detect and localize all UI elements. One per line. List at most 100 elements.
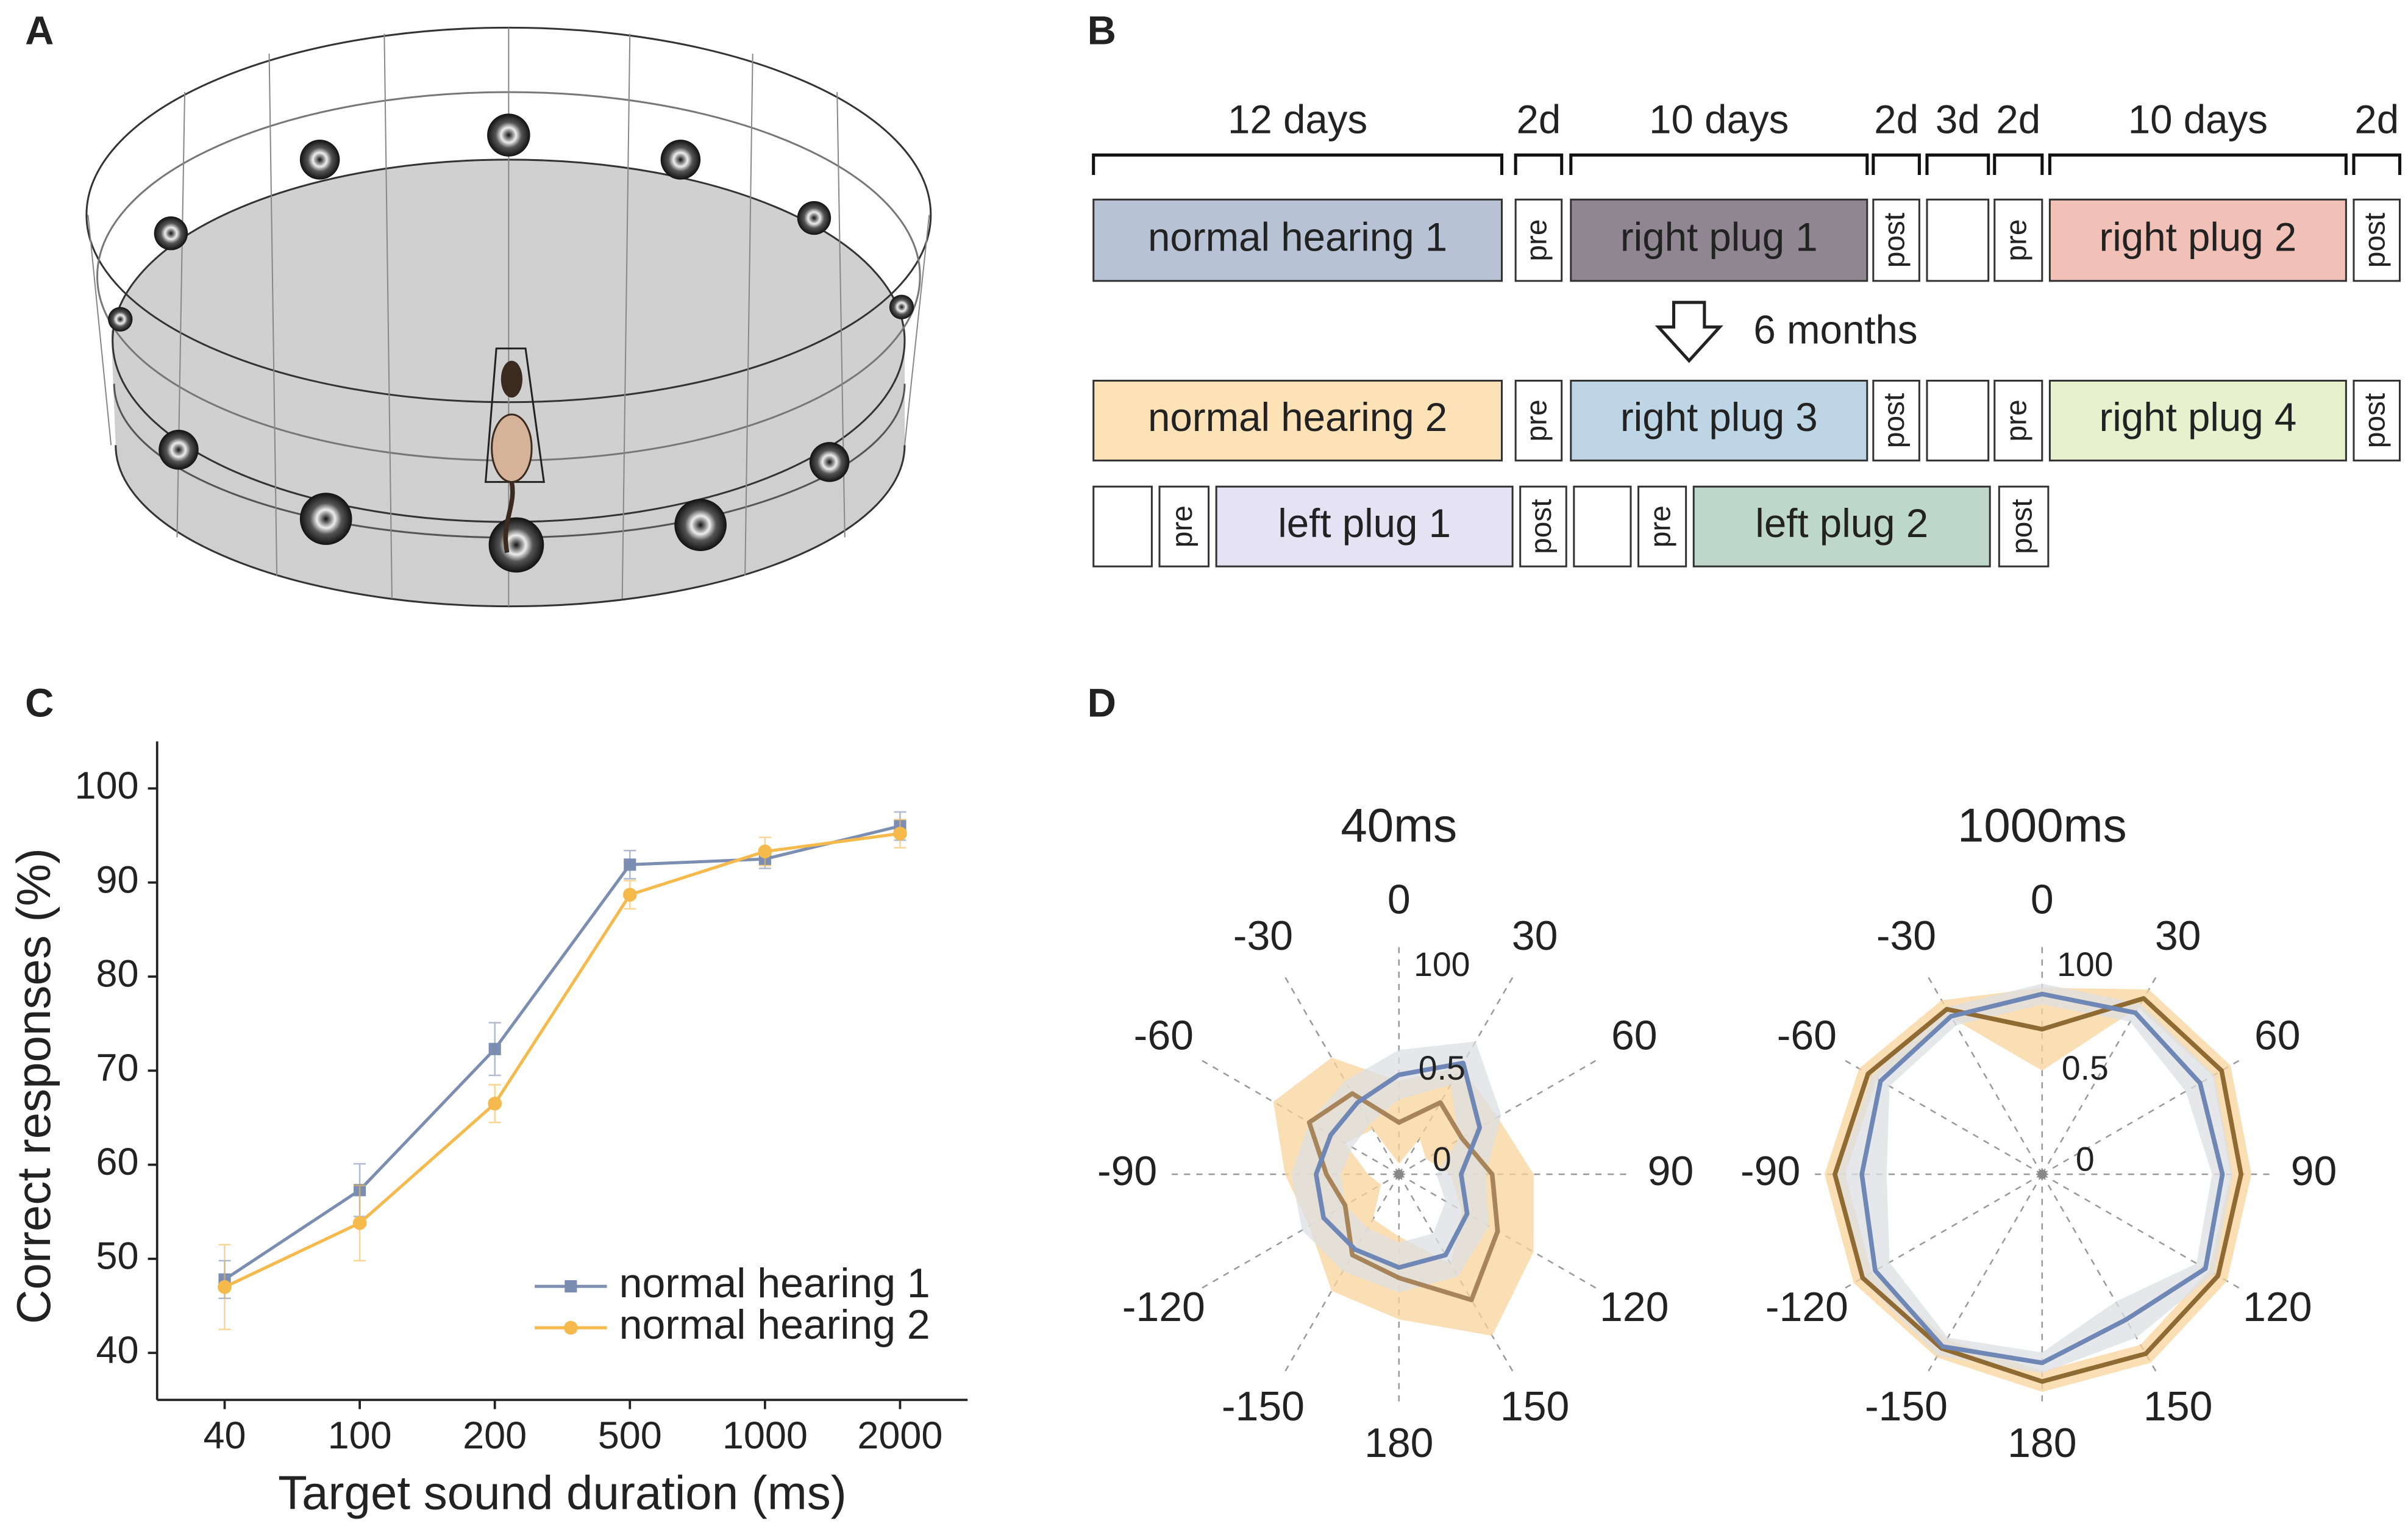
duration-bracket — [1993, 153, 2044, 176]
phase-box — [1573, 485, 1632, 568]
center-dot — [2037, 1169, 2047, 1179]
marker — [352, 1216, 367, 1230]
x-tick-label: 40 — [204, 1414, 246, 1457]
phase-box — [1993, 198, 2043, 282]
phase-box — [1570, 198, 1868, 282]
phase-box — [2048, 379, 2347, 461]
phase-label: post — [2006, 499, 2038, 554]
x-tick-label: 2000 — [857, 1414, 942, 1457]
angle-label: 90 — [1648, 1148, 1694, 1194]
phase-box — [1519, 485, 1567, 568]
phase-label: pre — [1644, 505, 1676, 547]
legend-marker — [565, 1280, 577, 1293]
phase-label: post — [1878, 393, 1911, 448]
panel-label: C — [25, 681, 54, 725]
angle-label: 120 — [2243, 1284, 2312, 1330]
spoke — [1925, 1174, 2043, 1377]
series-line — [224, 832, 900, 1289]
r-tick-label: 0 — [1433, 1141, 1452, 1178]
marker — [488, 1096, 502, 1111]
phase-label: right plug 4 — [2099, 395, 2296, 440]
x-tick-label: 100 — [328, 1414, 392, 1457]
phase-label: post — [2359, 393, 2391, 448]
duration-bracket — [1514, 153, 1564, 176]
angle-label: 60 — [2254, 1012, 2301, 1058]
angle-label: -30 — [1233, 913, 1293, 959]
phase-label: normal hearing 1 — [1148, 215, 1447, 259]
series-line — [1859, 991, 2225, 1366]
duration-bracket — [1925, 153, 1990, 176]
marker — [488, 1042, 501, 1055]
angle-label: 150 — [2143, 1383, 2212, 1430]
r-tick-label: 100 — [2057, 946, 2113, 983]
phase-box — [1092, 198, 1503, 282]
angle-label: -90 — [1097, 1148, 1157, 1194]
center-dot — [1394, 1169, 1404, 1179]
legend-marker — [563, 1320, 578, 1335]
spoke — [1925, 972, 2043, 1175]
y-tick-label: 70 — [96, 1047, 138, 1089]
phase-label: post — [2359, 213, 2391, 268]
radar-title: 1000ms — [1957, 798, 2127, 852]
phase-box — [1570, 379, 1868, 461]
phase-label: pre — [2000, 399, 2032, 441]
duration-label: 2d — [1874, 98, 1918, 142]
angle-label: -120 — [1122, 1284, 1205, 1330]
phase-box — [1092, 379, 1503, 461]
duration-bracket — [1872, 153, 1921, 176]
phase-label: pre — [1521, 399, 1553, 441]
radar-title: 40ms — [1341, 798, 1457, 852]
r-tick-label: 0.5 — [1419, 1049, 1466, 1087]
phase-label: post — [1878, 213, 1911, 268]
angle-label: 30 — [1512, 913, 1558, 959]
y-tick-label: 90 — [96, 858, 138, 901]
phase-box — [1993, 379, 2043, 461]
y-tick-label: 100 — [74, 764, 138, 807]
series-line — [1314, 1060, 1483, 1270]
angle-label: 30 — [2155, 913, 2201, 959]
phase-label: pre — [1521, 219, 1553, 261]
angle-label: 150 — [1500, 1383, 1569, 1430]
arena-illustration — [85, 26, 932, 608]
duration-label: 10 days — [1649, 98, 1789, 142]
duration-label: 2d — [2354, 98, 2399, 142]
marker — [622, 888, 637, 902]
duration-bracket — [2352, 153, 2402, 176]
phase-box — [2353, 198, 2401, 282]
phase-box — [1158, 485, 1210, 568]
phase-box — [2048, 198, 2347, 282]
series-line — [1833, 995, 2243, 1384]
phase-box — [1926, 198, 1990, 282]
phase-label: normal hearing 2 — [1148, 395, 1447, 440]
phase-box — [1926, 379, 1990, 461]
duration-label: 3d — [1936, 98, 1980, 142]
legend-label: normal hearing 1 — [619, 1260, 930, 1306]
angle-label: -90 — [1740, 1148, 1800, 1194]
angle-label: 0 — [2031, 877, 2054, 923]
series-line — [224, 824, 901, 1281]
panel-label: A — [25, 9, 54, 53]
angle-label: -120 — [1765, 1284, 1848, 1330]
angle-label: -30 — [1876, 913, 1936, 959]
r-tick-label: 0.5 — [2062, 1049, 2109, 1087]
angle-label: 120 — [1600, 1284, 1669, 1330]
spoke — [2041, 1174, 2160, 1377]
phase-box — [2353, 379, 2401, 461]
y-tick-label: 40 — [96, 1329, 138, 1372]
angle-label: -150 — [1865, 1383, 1948, 1430]
x-tick-label: 200 — [463, 1414, 527, 1457]
series-line — [1306, 1091, 1500, 1303]
x-tick-label: 1000 — [722, 1414, 808, 1457]
angle-label: 90 — [2291, 1148, 2337, 1194]
phase-box — [1092, 485, 1153, 568]
angle-label: -60 — [1134, 1012, 1194, 1058]
phase-label: right plug 2 — [2099, 215, 2296, 259]
marker — [218, 1280, 232, 1294]
phase-label: left plug 2 — [1755, 501, 1928, 546]
duration-bracket — [1092, 153, 1504, 176]
marker — [893, 827, 907, 841]
angle-label: 180 — [2007, 1420, 2076, 1466]
r-tick-label: 0 — [2076, 1141, 2095, 1178]
panel-label: D — [1088, 681, 1116, 725]
